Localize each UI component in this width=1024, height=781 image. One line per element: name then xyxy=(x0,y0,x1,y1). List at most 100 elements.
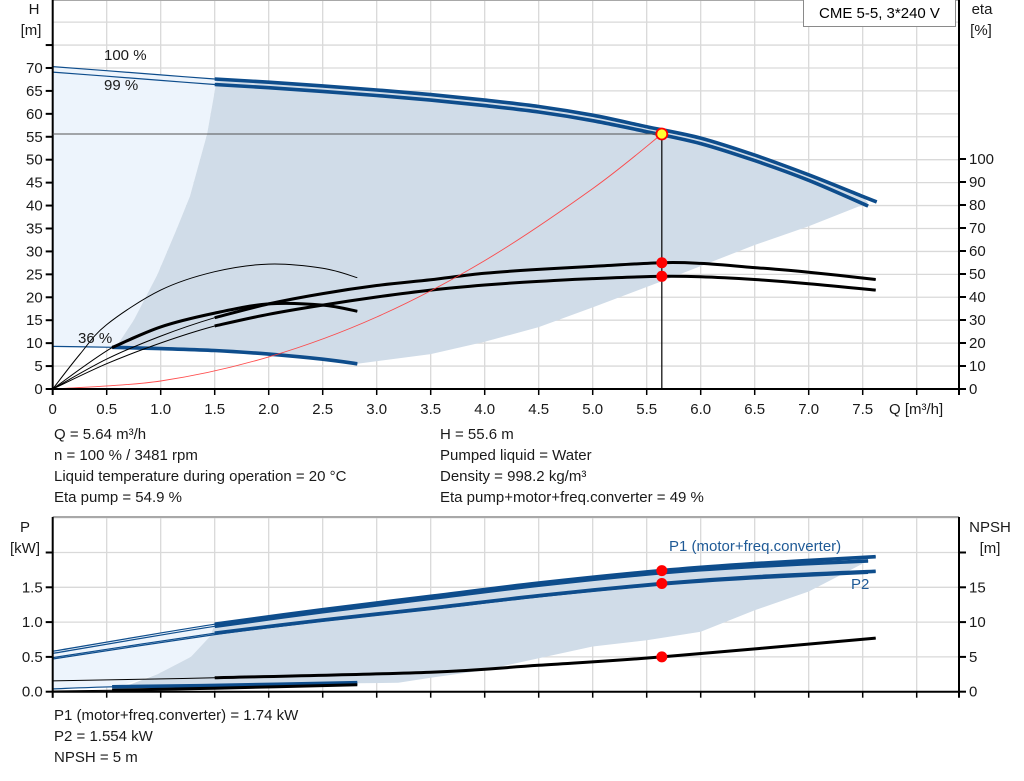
info-speed: n = 100 % / 3481 rpm xyxy=(54,447,198,464)
right-tick-label: 20 xyxy=(969,335,986,352)
info-eta-total: Eta pump+motor+freq.converter = 49 % xyxy=(440,489,704,506)
right-tick-label: 70 xyxy=(969,220,986,237)
left-tick-label: 25 xyxy=(26,266,43,283)
power-axis-unit: [kW] xyxy=(10,540,40,557)
left-tick-label: 1.5 xyxy=(22,579,43,596)
x-tick-label: 5.0 xyxy=(582,401,603,418)
curve-p2-bold xyxy=(214,569,876,635)
left-tick-label: 70 xyxy=(26,60,43,77)
info-npsh: NPSH = 5 m xyxy=(54,749,138,766)
left-tick-label: 0 xyxy=(34,381,42,398)
extended-range-area xyxy=(52,66,217,348)
right-tick-label: 50 xyxy=(969,266,986,283)
left-tick-label: 5 xyxy=(34,358,42,375)
left-tick-label: 0.5 xyxy=(22,649,43,666)
left-tick-label: 45 xyxy=(26,175,43,192)
x-tick-label: 5.5 xyxy=(636,401,657,418)
x-tick-label: 6.5 xyxy=(744,401,765,418)
power-chart-curves xyxy=(52,554,876,692)
left-tick-label: 15 xyxy=(26,312,43,329)
curve-npsh-6-bold xyxy=(214,636,876,680)
right-tick-label: 5 xyxy=(969,649,977,666)
x-tick-label: 3.5 xyxy=(420,401,441,418)
right-tick-label: 100 xyxy=(969,151,994,168)
pump-model-legend: CME 5-5, 3*240 V xyxy=(803,0,956,27)
left-tick-label: 50 xyxy=(26,152,43,169)
right-tick-label: 0 xyxy=(969,684,977,701)
head-axis-label: H xyxy=(29,1,40,18)
curve-eta-3-bold xyxy=(214,260,876,320)
curve-p-3-thin xyxy=(52,572,869,660)
x-tick-label: 0.5 xyxy=(96,401,117,418)
info-right-column: H = 55.6 m Pumped liquid = Water Density… xyxy=(440,424,704,508)
power-axis-label: P xyxy=(20,519,30,536)
info-p1: P1 (motor+freq.converter) = 1.74 kW xyxy=(54,707,299,724)
right-tick-label: 90 xyxy=(969,174,986,191)
curve-p-1-bold xyxy=(214,559,869,629)
right-tick-label: 80 xyxy=(969,197,986,214)
npsh-axis-unit: [m] xyxy=(980,540,1001,557)
operating-point-marker xyxy=(656,270,668,282)
x-tick-label: 1.0 xyxy=(150,401,171,418)
x-tick-label: 4.5 xyxy=(528,401,549,418)
x-tick-label: 4.0 xyxy=(474,401,495,418)
right-tick-label: 60 xyxy=(969,243,986,260)
x-tick-label: 2.5 xyxy=(312,401,333,418)
operating-range-area xyxy=(114,560,869,691)
operating-point-marker xyxy=(656,257,668,269)
left-tick-label: 1.0 xyxy=(22,614,43,631)
curve-label-p1: P1 (motor+freq.converter) xyxy=(669,538,841,555)
info-liquid-temperature: Liquid temperature during operation = 20… xyxy=(54,468,347,485)
curve-eta-5-thin xyxy=(52,263,358,390)
curve-label-99: 99 % xyxy=(104,77,138,94)
duty-point-markers xyxy=(52,127,669,663)
eta-axis-label: eta xyxy=(972,1,994,18)
left-tick-label: 40 xyxy=(26,198,43,215)
head-chart-regions xyxy=(52,66,869,364)
x-tick-label: 0 xyxy=(49,401,57,418)
x-tick-label: 2.0 xyxy=(258,401,279,418)
head-chart-curves xyxy=(52,66,878,390)
left-tick-label: 65 xyxy=(26,83,43,100)
info-head: H = 55.6 m xyxy=(440,426,514,443)
npsh-axis-label: NPSH xyxy=(969,519,1011,536)
curve-p1-motor-freq-converter-bold xyxy=(214,554,876,626)
curve-label-36: 36 % xyxy=(78,330,112,347)
curve-label-p2: P2 xyxy=(851,576,869,593)
head-axis-unit: [m] xyxy=(21,22,42,39)
x-tick-label: 1.5 xyxy=(204,401,225,418)
left-tick-label: 35 xyxy=(26,220,43,237)
operating-point-marker xyxy=(656,651,668,663)
left-tick-label: 0.0 xyxy=(22,684,43,701)
flow-axis-label: Q [m³/h] xyxy=(889,401,943,418)
operating-range-area xyxy=(114,79,869,364)
left-tick-label: 60 xyxy=(26,106,43,123)
info-p2: P2 = 1.554 kW xyxy=(54,728,153,745)
eta-axis-unit: [%] xyxy=(970,22,992,39)
operating-point-marker xyxy=(656,578,668,590)
head-chart-axes: 0 5 10 15 20 25 30 35 40 45 50 55 60 65 70 0 10 20 30 40 50 6… xyxy=(26,0,994,418)
right-tick-label: 10 xyxy=(969,614,986,631)
curve-36-bold xyxy=(112,345,358,366)
info-left-column: Q = 5.64 m³/h n = 100 % / 3481 rpm Liqui… xyxy=(54,424,346,508)
curve-label-100: 100 % xyxy=(104,47,147,64)
x-tick-label: 6.0 xyxy=(690,401,711,418)
left-tick-label: 30 xyxy=(26,243,43,260)
operating-point-marker xyxy=(656,565,668,577)
right-tick-label: 0 xyxy=(969,381,977,398)
right-tick-label: 40 xyxy=(969,289,986,306)
right-tick-label: 15 xyxy=(969,579,986,596)
left-tick-label: 10 xyxy=(26,335,43,352)
info-pumped-liquid: Pumped liquid = Water xyxy=(440,447,592,464)
curve-h-7-thin xyxy=(52,133,663,390)
info-density: Density = 998.2 kg/m³ xyxy=(440,468,587,485)
x-tick-label: 7.5 xyxy=(852,401,873,418)
power-chart-axes: 0.0 0.5 1.0 1.5 0 5 10 15 xyxy=(22,517,986,701)
info-power-column: P1 (motor+freq.converter) = 1.74 kW P2 =… xyxy=(54,705,298,768)
left-tick-label: 55 xyxy=(26,129,43,146)
curve-eta-6-bold xyxy=(111,301,358,349)
curve-99-bold xyxy=(214,82,869,208)
curve-100-bold xyxy=(214,77,878,204)
info-flow: Q = 5.64 m³/h xyxy=(54,426,147,443)
duty-point-marker xyxy=(655,127,669,141)
